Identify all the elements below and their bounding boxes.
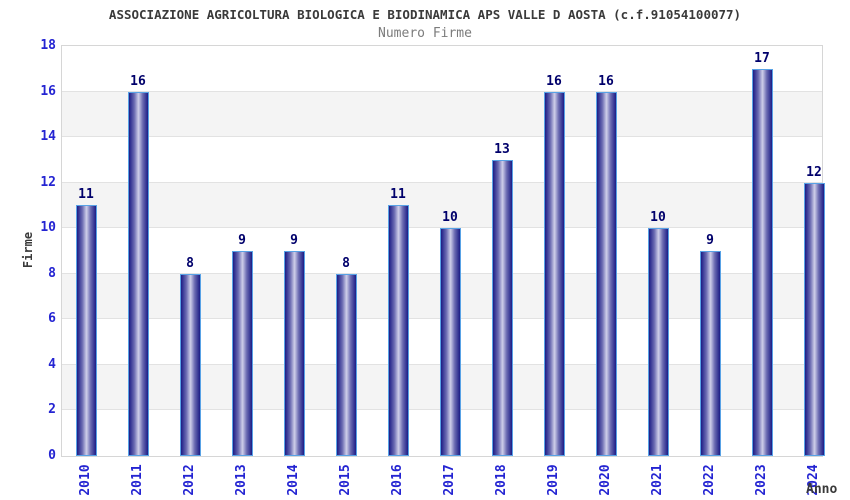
- gridline: [62, 136, 822, 138]
- x-tick-label-2010: 2010: [78, 464, 93, 496]
- bar-value-2015: 8: [342, 255, 350, 271]
- bar-2012: [179, 273, 201, 456]
- bar-2019: [543, 91, 565, 456]
- bar-value-2016: 11: [390, 187, 406, 203]
- bar-2015: [335, 273, 357, 456]
- x-tick-label-2021: 2021: [650, 464, 665, 496]
- x-tick-label-2011: 2011: [130, 464, 145, 496]
- bar-value-2014: 9: [290, 233, 298, 248]
- bar-2018: [491, 159, 513, 456]
- y-tick-label: 10: [40, 220, 56, 236]
- bar-2011: [127, 91, 149, 456]
- x-tick-label-2017: 2017: [442, 464, 457, 496]
- x-axis-title: Anno: [806, 482, 838, 497]
- y-axis-title: Firme: [21, 231, 35, 269]
- bar-2010: [75, 205, 97, 456]
- x-tick-label-2015: 2015: [338, 464, 353, 496]
- bar-value-2020: 16: [598, 73, 614, 89]
- bar-value-2013: 9: [238, 233, 246, 248]
- bar-value-2024: 12: [806, 164, 822, 180]
- x-tick-label-2014: 2014: [286, 464, 301, 496]
- y-tick-label: 6: [48, 311, 56, 327]
- plot-band: [62, 91, 822, 138]
- gridline: [62, 227, 822, 229]
- bar-value-2022: 9: [706, 233, 714, 248]
- y-tick-label: 0: [48, 448, 56, 463]
- plot-band: [62, 137, 822, 183]
- bar-2022: [699, 251, 721, 456]
- bar-value-2012: 8: [186, 255, 194, 271]
- y-tick-label: 14: [40, 129, 56, 145]
- bar-value-2018: 13: [494, 141, 510, 157]
- plot-area: 11 16 8 9 9 8 11 10 13 16 16 10 9 17 12: [61, 45, 825, 457]
- x-tick-label-2022: 2022: [702, 464, 717, 496]
- plot-band: [62, 182, 822, 229]
- bar-2021: [647, 228, 669, 456]
- x-tick-label-2020: 2020: [598, 464, 613, 496]
- plot-band: [62, 46, 822, 92]
- bar-2013: [231, 251, 253, 456]
- bar-value-2023: 17: [754, 50, 770, 66]
- y-tick-label: 12: [40, 174, 56, 190]
- y-tick-label: 18: [40, 38, 56, 53]
- bar-value-2021: 10: [650, 210, 666, 226]
- bar-value-2019: 16: [546, 73, 562, 89]
- x-tick-label-2018: 2018: [494, 464, 509, 496]
- x-tick-label-2013: 2013: [234, 464, 249, 496]
- y-tick-label: 8: [48, 265, 56, 281]
- y-tick-label: 4: [48, 356, 56, 372]
- chart-subtitle: Numero Firme: [378, 26, 472, 41]
- gridline: [62, 90, 822, 92]
- bar-2020: [595, 91, 617, 456]
- x-tick-label-2019: 2019: [546, 464, 561, 496]
- x-tick-label-2016: 2016: [390, 464, 405, 496]
- y-tick-label: 2: [48, 402, 56, 418]
- chart-title: ASSOCIAZIONE AGRICOLTURA BIOLOGICA E BIO…: [108, 7, 742, 22]
- bar-2016: [387, 205, 409, 456]
- bar-value-2017: 10: [442, 210, 458, 226]
- x-tick-label-2012: 2012: [182, 464, 197, 496]
- gridline: [62, 181, 822, 183]
- bar-value-2010: 11: [78, 187, 94, 203]
- bar-value-2011: 16: [130, 73, 146, 89]
- bar-2014: [283, 251, 305, 456]
- bar-2024: [803, 182, 825, 456]
- bar-2023: [751, 68, 773, 456]
- bar-2017: [439, 228, 461, 456]
- y-tick-label: 16: [40, 83, 56, 99]
- x-tick-label-2023: 2023: [754, 464, 769, 496]
